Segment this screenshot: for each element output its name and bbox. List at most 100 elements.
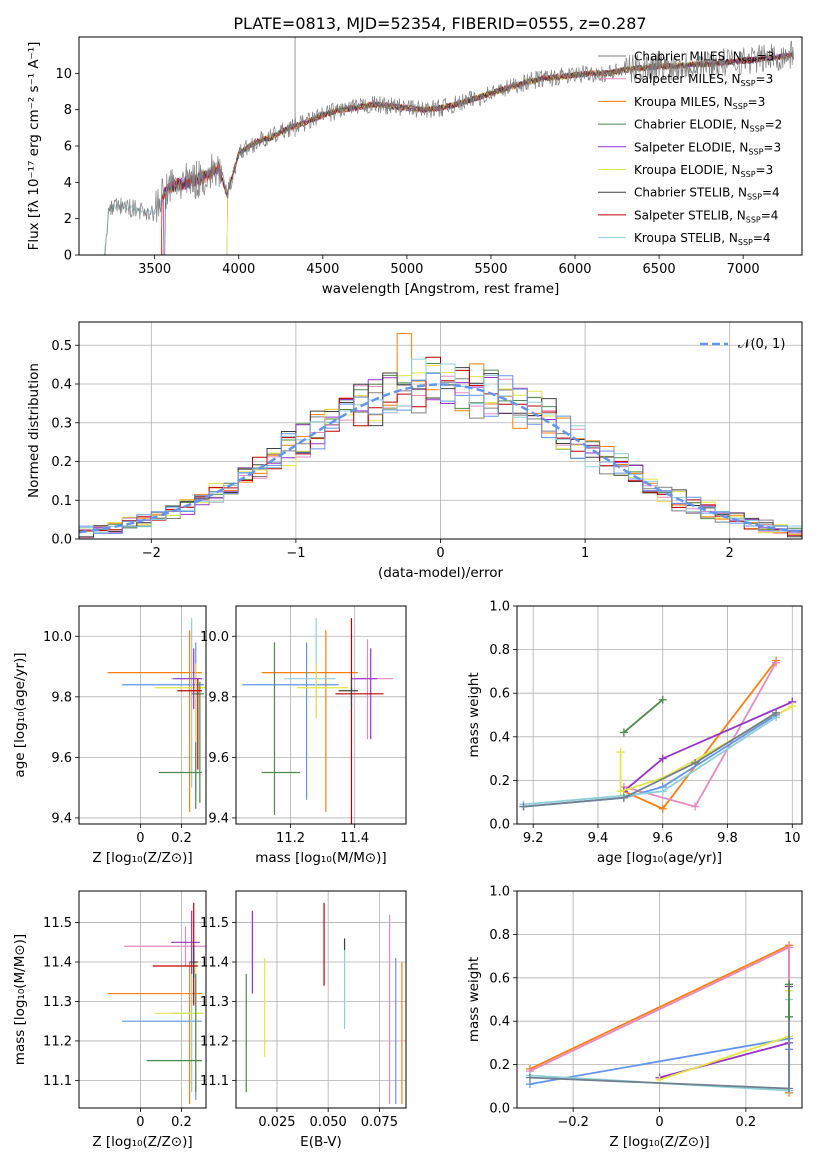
data-point [261,642,301,815]
x-tick-label: 0.050 [310,1115,347,1130]
weight-marker [616,748,625,757]
y-tick-label: 0.2 [51,455,72,470]
legend-subscript: SSP [748,147,763,156]
x-tick-label: 0.2 [171,1115,192,1130]
residual-histogram [79,372,802,534]
legend-value: =2 [765,118,783,132]
panel-mass-vs-EBV: 0.025 0.050 0.075 11.1 11.2 11.3 11.4 11.5 E(B-V… [200,890,407,1150]
x-tick-label: 0 [655,1115,663,1130]
panel-age-vs-Z: 0 0.2 9.4 9.6 9.8 10.0 Z [log₁₀(Z/Z⊙)] age [log… [12,605,207,866]
x-tick-label: 4500 [306,262,339,277]
y-tick-label: 6 [64,140,72,155]
legend-value: =4 [753,231,771,245]
x-tick-label: 0.2 [171,831,192,846]
y-tick-label: 0.0 [489,1102,510,1117]
weight-marker [616,787,625,796]
spectrum-legend: Chabrier MILES, NSSP=3 Salpeter MILES, NS… [598,50,783,247]
panel-mass-vs-Z: 0 0.2 11.1 11.2 11.3 11.4 11.5 Z [log₁₀(Z/Z⊙)] m… [12,890,207,1150]
y-tick-label: 0.4 [489,730,510,745]
y-tick-label: 11.2 [43,1034,72,1049]
weight-marker [691,802,700,811]
weight-marker [785,1084,794,1093]
y-tick-label: 9.4 [51,811,72,826]
y-axis-label: age [log₁₀(age/yr)] [12,652,28,777]
y-tick-label: 11.3 [43,995,72,1010]
y-axis-label: Normed distribution [26,363,42,498]
x-tick-label: 0 [436,546,444,561]
y-tick-label: 9.8 [51,690,72,705]
x-tick-label: 0 [136,831,144,846]
legend-label: Kroupa MILES, NSSP=3 [634,95,765,111]
data-point [107,630,202,812]
x-tick-label: 6000 [558,262,591,277]
y-tick-label: 11.5 [43,916,72,931]
x-tick-label: −2 [142,546,161,561]
plot-area [517,606,802,824]
axes-frame [78,321,803,540]
y-tick-label: 0.0 [489,818,510,833]
weight-marker [772,708,781,717]
plot-area [79,322,802,539]
y-tick-label: 0.4 [489,1015,510,1030]
legend-subscript: SSP [746,215,761,224]
data-point [124,926,206,966]
y-tick-label: 11.2 [200,1034,229,1049]
data-point [173,648,202,709]
x-tick-label: 11.4 [340,831,369,846]
y-tick-label: 0.5 [51,339,72,354]
legend-label: Salpeter MILES, NSSP=3 [634,72,773,88]
y-tick-label: 9.6 [51,751,72,766]
y-tick-label: 2 [64,212,72,227]
spectrum-line [104,40,794,255]
y-tick-label: 0.8 [489,643,510,658]
legend-subscript: SSP [747,193,762,202]
weight-marker [772,658,781,667]
plot-area [103,37,794,255]
weight-marker [619,793,628,802]
data-point [261,630,358,812]
weight-marker [525,1073,534,1082]
weight-marker [785,943,794,952]
residual-legend: 𝒩(0, 1) [700,337,785,352]
weight-marker [658,754,667,763]
data-point [189,946,198,978]
x-tick-label: 5000 [390,262,423,277]
x-tick-label: 1 [581,546,589,561]
x-tick-label: 2 [726,546,734,561]
y-tick-label: 11.4 [43,956,72,971]
data-point [338,678,358,709]
y-axis-label: Flux [fλ 10⁻¹⁷ erg cm⁻² s⁻¹ A⁻¹] [26,42,42,251]
weight-marker [619,728,628,737]
legend-label: Salpeter ELODIE, NSSP=3 [634,140,781,156]
x-tick-label: 0 [136,1115,144,1130]
x-tick-label: 10 [784,831,801,846]
y-tick-label: 0.0 [51,533,72,548]
weight-series [519,708,781,811]
data-point [177,678,202,770]
y-axis-label: mass [log₁₀(M/M⊙)] [12,934,28,1065]
legend-label: Chabrier MILES, NSSP=3 [634,50,774,66]
y-tick-label: 11.4 [200,956,229,971]
x-axis-label: age [log₁₀(age/yr)] [597,850,722,866]
x-tick-label: 9.2 [523,831,544,846]
data-point [335,618,384,824]
legend-value: =3 [748,95,766,109]
axes-frame [78,890,207,1109]
weight-series [785,980,794,1021]
axes-frame [516,890,803,1109]
plot-area [236,891,406,1108]
plot-area [517,891,802,1108]
x-axis-label: Z [log₁₀(Z/Z⊙)] [609,1134,709,1150]
panel-residuals: −2 −1 0 1 2 0.0 0.1 0.2 0.3 0.4 0.5 (data-model)/er… [26,321,803,581]
legend-value: =4 [762,186,780,200]
legend-subscript: SSP [750,125,765,134]
y-tick-label: 9.6 [208,751,229,766]
legend-subscript: SSP [733,102,748,111]
residual-histogram [79,358,802,533]
axes-frame [78,36,803,256]
legend-value: =3 [763,140,781,154]
y-tick-label: 0.8 [489,928,510,943]
data-point [171,910,200,974]
figure-title: PLATE=0813, MJD=52354, FIBERID=0555, z=0… [233,14,646,33]
weight-line [523,712,777,808]
